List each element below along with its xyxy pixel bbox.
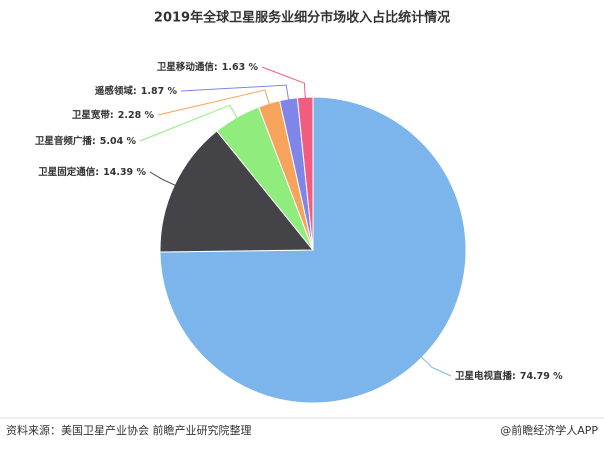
label-category: 卫星固定通信 (38, 166, 96, 178)
data-label: 卫星移动通信: 1.63 % (157, 61, 259, 73)
leader-line (180, 84, 290, 102)
label-value: 1.63 % (222, 62, 259, 73)
footer-brand: @前瞻经济学人APP (500, 423, 598, 437)
leader-line (139, 104, 239, 142)
data-label: 卫星音频广播: 5.04 % (35, 135, 137, 147)
data-label: 卫星电视直播: 74.79 % (455, 370, 563, 382)
leader-line (157, 89, 271, 116)
footer-source: 资料来源：美国卫星产业协会 前瞻产业研究院整理 (6, 423, 252, 437)
label-value: 1.87 % (141, 86, 178, 97)
label-separator: : (92, 136, 96, 147)
label-separator: : (133, 86, 137, 97)
label-category: 卫星音频广播 (35, 135, 93, 147)
label-separator: : (214, 62, 218, 73)
label-category: 卫星宽带 (72, 109, 111, 121)
label-category: 卫星电视直播 (455, 370, 513, 382)
label-separator: : (110, 110, 114, 121)
label-category: 卫星移动通信 (157, 61, 215, 73)
label-value: 14.39 % (103, 167, 146, 178)
leader-line (420, 355, 452, 377)
data-label: 遥感领域: 1.87 % (95, 85, 178, 97)
data-label: 卫星宽带: 2.28 % (72, 109, 155, 121)
chart-title: 2019年全球卫星服务业细分市场收入占比统计情况 (154, 10, 450, 26)
leader-line (149, 171, 177, 187)
leader-line (261, 66, 306, 100)
label-category: 遥感领域 (95, 85, 134, 97)
label-separator: : (95, 167, 99, 178)
label-value: 2.28 % (118, 110, 155, 121)
label-separator: : (512, 371, 516, 382)
data-label: 卫星固定通信: 14.39 % (38, 166, 146, 178)
label-value: 74.79 % (520, 371, 563, 382)
label-value: 5.04 % (100, 136, 137, 147)
